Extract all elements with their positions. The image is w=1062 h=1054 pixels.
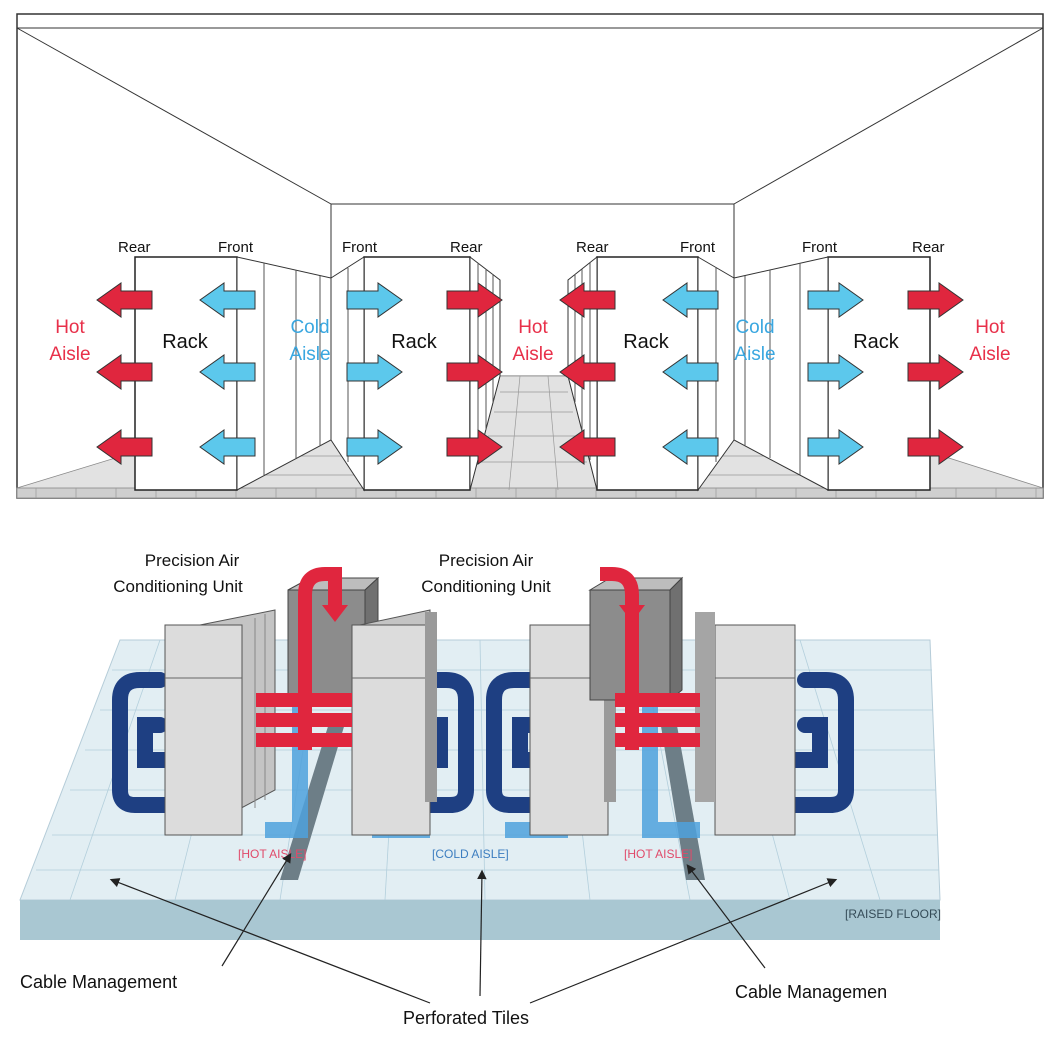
cold-aisle-left-line2: Aisle (289, 344, 330, 365)
cold-aisle-tag: [COLD AISLE] (432, 847, 509, 861)
rack-3-label: Rack (623, 331, 670, 353)
rack-4-label: Rack (853, 331, 900, 353)
cable-management-left (280, 720, 346, 880)
raised-floor-tag: [RAISED FLOOR] (845, 907, 941, 921)
hot-exhaust-arrow (96, 429, 153, 465)
rack-3-rear-label: Rear (576, 239, 609, 256)
raised-floor-edge (20, 900, 940, 940)
cold-intake-arrow (346, 354, 403, 390)
top-diagram: Rear Front Front Rear Rear Front Front R… (16, 13, 1044, 499)
perforated-tiles-label: Perforated Tiles (403, 1008, 529, 1028)
cold-intake-arrow (199, 429, 256, 465)
hot-exhaust-arrow (96, 282, 153, 318)
rack-1-label: Rack (162, 331, 209, 353)
hot-exhaust-arrow (907, 282, 964, 318)
hot-aisle-center-line1: Hot (518, 317, 548, 338)
hot-exhaust-arrow (446, 429, 503, 465)
hot-exhaust-arrow (559, 354, 616, 390)
pac-left-down-arrow (322, 605, 348, 622)
hot-aisle-center-line2: Aisle (512, 344, 553, 365)
hot-aisle-left-line1: Hot (55, 317, 85, 338)
rack-2-front-label: Front (342, 239, 378, 256)
rack-right-b (714, 624, 796, 836)
pac-left-label-line2: Conditioning Unit (113, 577, 243, 596)
rack-1-front-label: Front (218, 239, 254, 256)
cold-intake-arrow (662, 282, 719, 318)
cold-intake-arrow (807, 282, 864, 318)
hot-exhaust-arrow (907, 429, 964, 465)
cable-management-right (660, 720, 705, 880)
cable-management-label-left: Cable Management (20, 972, 177, 992)
rack-2-rear-label: Rear (450, 239, 483, 256)
hot-exhaust-arrow (96, 354, 153, 390)
pac-right-down-arrow (619, 605, 645, 622)
hot-exhaust-arrow (446, 354, 503, 390)
cold-aisle-right-line1: Cold (735, 317, 774, 338)
cold-intake-arrow (807, 354, 864, 390)
cold-intake-arrow (346, 429, 403, 465)
rack-2-label: Rack (391, 331, 438, 353)
hot-exhaust-arrow (559, 429, 616, 465)
cold-intake-arrow (199, 282, 256, 318)
rack-3-front-label: Front (680, 239, 716, 256)
bottom-diagram: [HOT AISLE] [COLD AISLE] [HOT AISLE] [RA… (19, 551, 941, 1028)
hot-aisle-right-line2: Aisle (969, 344, 1010, 365)
rack-4-rear-label: Rear (912, 239, 945, 256)
hot-aisle-right-line1: Hot (975, 317, 1005, 338)
cold-intake-arrow (807, 429, 864, 465)
callout-lines (109, 852, 838, 1004)
right-pod (529, 576, 796, 836)
rack-4-front-label: Front (802, 239, 838, 256)
hot-return-flows (256, 567, 700, 750)
hot-aisle-tag-left: [HOT AISLE] (238, 847, 306, 861)
hot-exhaust-arrow (446, 282, 503, 318)
pac-right-label-line2: Conditioning Unit (421, 577, 551, 596)
cold-intake-arrow (662, 429, 719, 465)
hot-exhaust-arrow (559, 282, 616, 318)
airflow-arrows (96, 282, 964, 465)
pac-right-label-line1: Precision Air (439, 551, 534, 570)
cold-intake-arrow (662, 354, 719, 390)
cold-aisle-left-line1: Cold (290, 317, 329, 338)
hot-aisle-tag-right: [HOT AISLE] (624, 847, 692, 861)
cold-intake-arrow (199, 354, 256, 390)
cold-aisle-right-line2: Aisle (734, 344, 775, 365)
cable-management-label-right: Cable Managemen (735, 982, 887, 1002)
hot-exhaust-arrow (907, 354, 964, 390)
rack-1-rear-label: Rear (118, 239, 151, 256)
rack-left-a (164, 624, 243, 836)
rack-left-b (351, 624, 431, 836)
hot-aisle-left-line2: Aisle (49, 344, 90, 365)
cold-intake-arrow (346, 282, 403, 318)
pac-left-label-line1: Precision Air (145, 551, 240, 570)
